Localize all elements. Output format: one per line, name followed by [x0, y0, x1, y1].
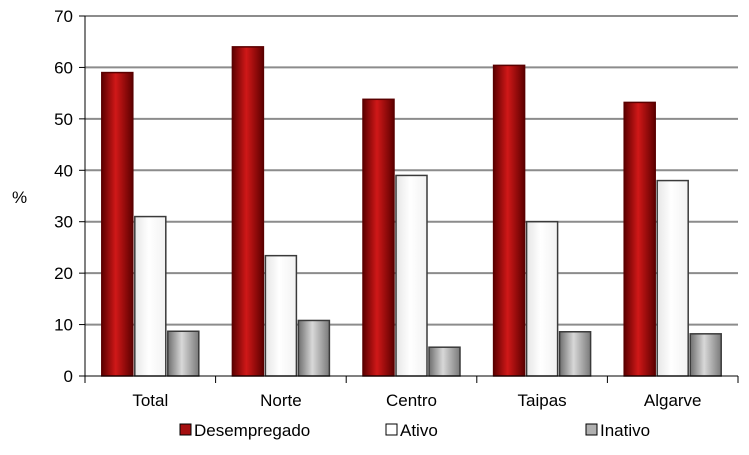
- x-category-label: Taipas: [518, 391, 567, 410]
- bar-ativo-taipas: [525, 220, 559, 377]
- bar-desempregado-norte: [231, 46, 265, 377]
- legend-label-desempregado: Desempregado: [194, 421, 310, 440]
- y-axis-label: %: [12, 188, 27, 207]
- y-tick-label: 40: [54, 161, 73, 180]
- bar-desempregado-algarve: [623, 101, 656, 377]
- bar-desempregado-total: [101, 71, 134, 377]
- bar-ativo-norte: [264, 254, 298, 377]
- bar-ativo-algarve: [656, 179, 689, 377]
- bar-desempregado-taipas: [492, 64, 526, 377]
- y-tick-label: 20: [54, 264, 73, 283]
- legend-swatch-inativo: [585, 423, 598, 436]
- axes: [79, 15, 739, 383]
- bar-ativo-centro: [395, 174, 428, 377]
- y-tick-label: 50: [54, 110, 73, 129]
- x-category-label: Centro: [386, 391, 437, 410]
- x-category-label: Norte: [260, 391, 302, 410]
- y-tick-label: 60: [54, 58, 73, 77]
- tick-labels: 0 10 20 30 40 50 60 70 Total Norte Centro Taipas Alg…: [54, 7, 701, 410]
- y-tick-label: 0: [64, 367, 73, 386]
- legend-swatch-ativo: [385, 423, 398, 436]
- y-tick-label: 70: [54, 7, 73, 26]
- y-tick-label: 10: [54, 316, 73, 335]
- legend-label-ativo: Ativo: [400, 421, 438, 440]
- bars: [101, 46, 722, 377]
- bar-inativo-norte: [297, 319, 331, 377]
- bar-desempregado-centro: [362, 98, 395, 377]
- bar-inativo-algarve: [689, 333, 722, 377]
- bar-inativo-taipas: [558, 331, 592, 377]
- bar-ativo-total: [134, 215, 167, 377]
- y-tick-label: 30: [54, 213, 73, 232]
- legend: Desempregado Ativo Inativo: [179, 421, 650, 440]
- legend-label-inativo: Inativo: [600, 421, 650, 440]
- legend-swatch-desempregado: [179, 423, 192, 436]
- x-category-label: Algarve: [644, 391, 702, 410]
- bar-inativo-centro: [428, 346, 461, 377]
- bar-inativo-total: [167, 330, 200, 377]
- x-category-label: Total: [132, 391, 168, 410]
